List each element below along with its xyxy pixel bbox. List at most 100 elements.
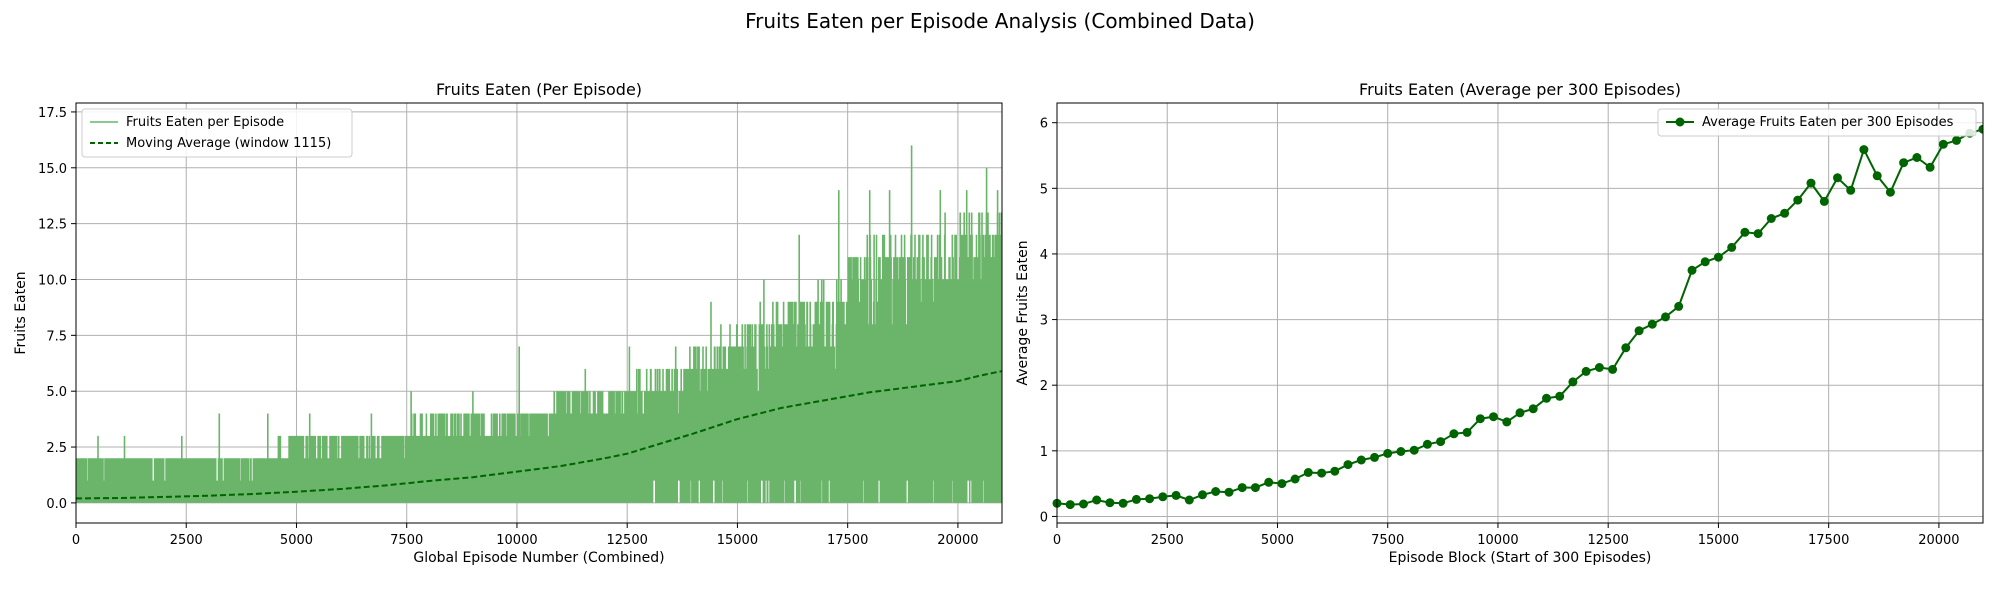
y-tick-label: 0.0 [46,497,67,512]
y-tick-label: 4 [1040,248,1048,263]
y-tick-label: 10.0 [38,273,67,288]
legend-entry-block-average: Average Fruits Eaten per 300 Episodes [1702,115,1954,130]
y-tick-label: 2 [1040,379,1048,394]
figure-title: Fruits Eaten per Episode Analysis (Combi… [745,9,1255,33]
chart-per-episode-y-label: Fruits Eaten [13,271,29,354]
data-point [1303,468,1313,477]
data-point [1938,139,1948,149]
chart-per-episode-title: Fruits Eaten (Per Episode) [436,80,642,99]
chart-block-average: Fruits Eaten (Average per 300 Episodes) … [1015,80,1984,566]
chart-per-episode-plot-area [76,145,1002,503]
y-tick-label: 3 [1040,314,1048,329]
data-point [1872,171,1882,181]
data-point [1237,483,1247,493]
data-point [1793,195,1803,205]
data-point [1621,343,1631,353]
y-tick-label: 17.5 [38,106,67,121]
series-fruits-eaten-per-episode [76,145,1002,503]
data-point [1674,301,1684,311]
data-point [1766,214,1776,223]
data-point [1740,227,1750,237]
data-point [1462,427,1472,437]
x-tick-label: 17500 [1808,533,1849,548]
data-point [1780,208,1790,218]
data-point [1409,445,1419,455]
data-point [1555,391,1565,401]
x-tick-label: 17500 [827,533,868,548]
legend-entry-raw-series: Fruits Eaten per Episode [126,115,284,130]
data-point [1634,326,1644,336]
chart-block-average-frame [1056,102,1984,524]
data-point [1753,229,1763,239]
data-point [1330,466,1340,476]
data-point [1978,124,1983,134]
x-tick-label: 7500 [390,533,423,548]
x-tick-label: 15000 [1698,533,1739,548]
chart-block-average-y-label: Average Fruits Eaten [1015,240,1031,385]
x-tick-label: 20000 [1918,533,1959,548]
chart-block-average-plot-area [1052,124,1983,510]
x-tick-label: 0 [1053,533,1061,548]
data-point [1092,495,1102,505]
y-tick-label: 5.0 [46,385,67,400]
data-point [1211,487,1221,496]
data-point [1105,498,1115,508]
x-tick-label: 15000 [717,533,758,548]
x-tick-label: 12500 [607,533,648,548]
data-point [1079,499,1088,509]
data-point [1396,447,1406,456]
data-point [1542,393,1551,403]
data-point [1925,162,1935,172]
per-episode-series-group [76,145,1002,503]
chart-per-episode-x-ticks: 0 2500 5000 7500 10000 12500 15000 17500 20000 [72,523,979,548]
data-point [1727,242,1737,252]
data-point [1687,265,1697,275]
data-point [1846,185,1856,195]
y-tick-label: 12.5 [38,218,67,233]
data-point [1171,490,1181,500]
chart-per-episode-y-ticks: 0.0 2.5 5.0 7.5 10.0 12.5 15.0 17.5 [38,106,76,512]
data-point [1700,257,1710,267]
data-point [1343,460,1353,470]
y-tick-label: 7.5 [46,329,67,344]
x-tick-label: 10000 [1477,533,1518,548]
x-tick-label: 5000 [280,533,313,548]
chart-per-episode-legend-box [81,108,353,158]
x-tick-label: 2500 [170,533,203,548]
data-point [1290,474,1300,484]
data-point [1594,363,1604,372]
series-moving-average [76,370,1002,500]
y-tick-label: 5 [1040,182,1048,197]
data-point [1224,487,1234,497]
data-point [1502,417,1512,427]
data-point [1661,312,1670,322]
data-point [1158,492,1168,502]
data-point [1422,439,1432,449]
data-point [1184,495,1194,505]
legend-entry-moving-average: Moving Average (window 1115) [126,136,331,151]
chart-block-average-title: Fruits Eaten (Average per 300 Episodes) [1359,80,1681,99]
data-point [1250,483,1260,493]
data-point [1713,252,1723,262]
data-point [1608,364,1618,374]
data-point [1131,494,1141,504]
data-point [1356,455,1366,465]
data-point [1515,408,1525,418]
chart-per-episode: Fruits Eaten (Per Episode) 0 2500 5000 7500… [13,80,1003,566]
data-point [1277,479,1287,489]
data-point [1436,437,1446,447]
block-average-series-group [1052,124,1983,510]
chart-per-episode-legend: Fruits Eaten per Episode Moving Average … [81,108,353,158]
data-point [1885,187,1895,197]
data-point [1647,319,1657,329]
chart-per-episode-frame [75,102,1003,524]
y-tick-label: 2.5 [46,441,67,456]
data-point [1489,412,1498,422]
chart-block-average-x-label: Episode Block (Start of 300 Episodes) [1389,550,1652,566]
legend-marker-block-average [1675,117,1685,127]
chart-block-average-y-ticks: 0 1 2 3 4 5 6 [1040,117,1057,525]
x-tick-label: 12500 [1588,533,1629,548]
data-point [1370,452,1379,462]
data-point [1145,494,1155,504]
